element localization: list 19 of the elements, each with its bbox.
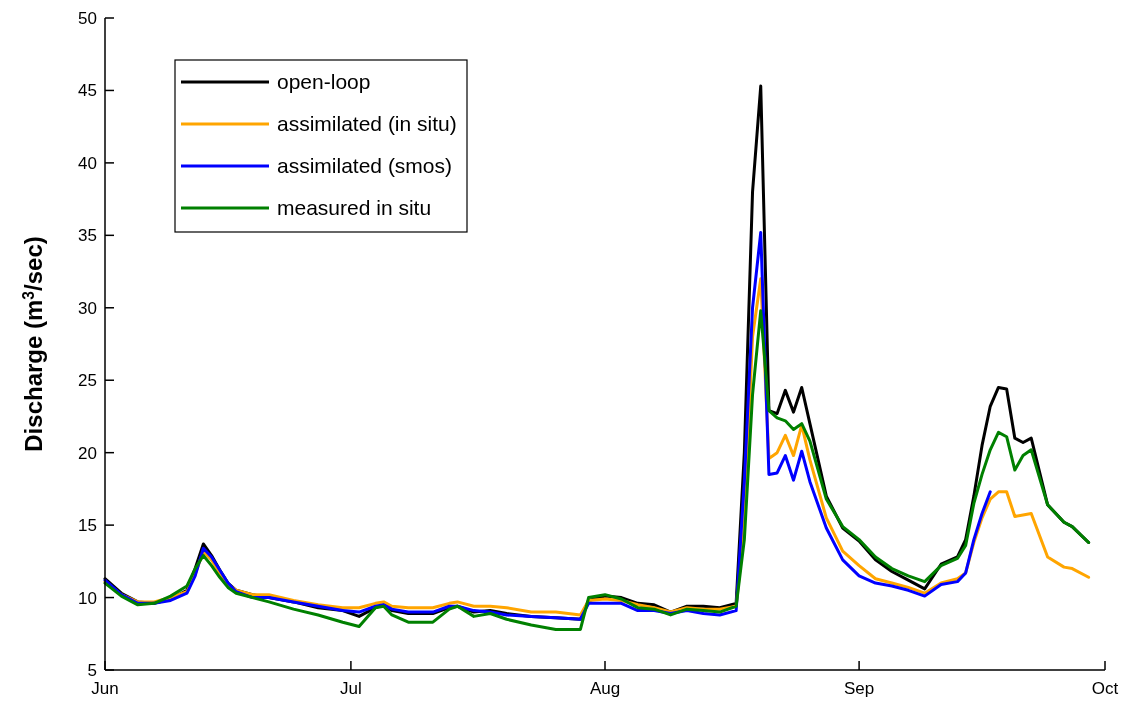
y-tick-label: 20 <box>78 443 97 463</box>
y-tick-label: 5 <box>87 660 97 680</box>
y-tick-label: 50 <box>78 8 97 28</box>
y-tick-label: 30 <box>78 298 97 318</box>
x-tick-label: Jul <box>340 679 362 698</box>
y-tick-label: 35 <box>78 226 97 246</box>
y-tick-label: 25 <box>78 371 97 391</box>
x-tick-label: Oct <box>1091 679 1119 698</box>
y-tick-label: 40 <box>78 153 97 173</box>
y-tick-label: 45 <box>78 81 97 101</box>
y-tick-label: 10 <box>78 588 97 608</box>
x-tick-label: Jun <box>91 679 119 698</box>
y-tick-label: 15 <box>78 516 97 536</box>
x-tick-label: Aug <box>589 679 621 698</box>
legend-label: assimilated (in situ) <box>277 112 457 136</box>
x-tick-label: Sep <box>843 679 875 698</box>
legend-label: open-loop <box>277 70 371 94</box>
legend-label: measured in situ <box>277 196 432 220</box>
legend-label: assimilated (smos) <box>277 154 453 178</box>
